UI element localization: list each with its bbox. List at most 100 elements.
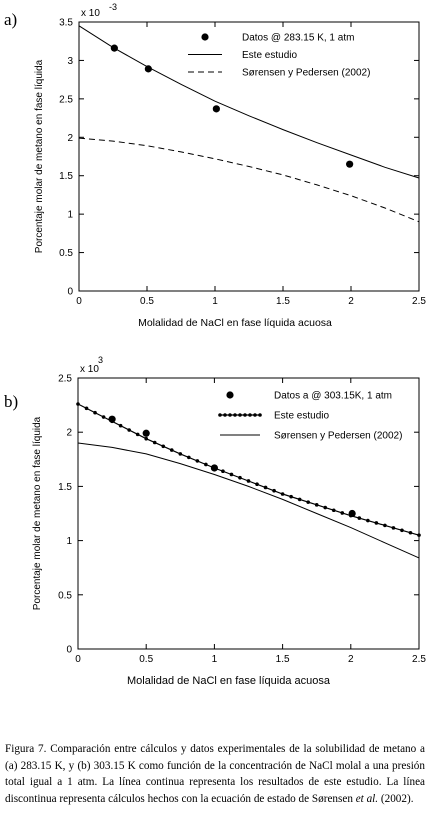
y-tick-label: 2 <box>66 428 72 439</box>
series-marker <box>263 485 268 490</box>
legend-line-marker <box>243 413 247 417</box>
y-tick-label: 1.5 <box>59 171 73 182</box>
x-axis-label: Molalidad de NaCl en fase líquida acuosa <box>127 675 331 687</box>
series-marker <box>400 528 404 533</box>
y-tick-label: 0.5 <box>58 590 72 601</box>
series-marker <box>357 516 362 520</box>
x-tick-label: 2.5 <box>412 654 426 665</box>
plot-frame <box>78 21 420 292</box>
figure-caption: Figura 7. Comparación entre cálculos y d… <box>5 741 425 807</box>
x-tick-label: 2.5 <box>412 296 426 307</box>
legend-line-marker <box>223 413 227 417</box>
y-tick-label: 1.5 <box>58 482 72 493</box>
series-marker <box>306 500 310 504</box>
x-tick-label: 0 <box>76 296 82 307</box>
series-marker <box>238 475 242 480</box>
legend-label: Este estudio <box>242 50 297 61</box>
y-tick-label: 0.5 <box>59 248 73 259</box>
y-tick-label: 1 <box>67 210 73 221</box>
caption-text-1: Figura 7. Comparación entre cálculos y d… <box>5 743 425 805</box>
series-marker <box>297 497 302 502</box>
panel-a-label: a) <box>4 10 18 29</box>
series-marker <box>255 482 259 487</box>
series-marker <box>366 518 370 523</box>
series-marker <box>84 406 89 411</box>
series-marker <box>340 511 345 515</box>
series-marker <box>289 494 293 499</box>
y-tick-label: 0 <box>66 645 72 656</box>
series-marker <box>76 402 80 406</box>
series-marker <box>272 488 276 493</box>
panel-b-label: b) <box>4 392 19 411</box>
legend-label: Datos a @ 303.15K, 1 atm <box>274 391 392 402</box>
y-multiplier: x 10 <box>81 8 100 19</box>
series-marker <box>178 452 183 456</box>
x-tick-label: 2 <box>348 654 354 665</box>
series-marker <box>93 410 97 415</box>
data-point <box>142 429 150 437</box>
series-marker <box>246 479 251 483</box>
series-marker <box>204 462 208 467</box>
legend-line-marker <box>218 413 222 417</box>
x-tick-label: 0.5 <box>140 296 154 307</box>
chart-b: 0 0.5 1 1.5 2 2.5 0 0.5 1 1.5 2 2.5 x 103 Molalidad d… <box>32 355 426 687</box>
x-tick-label: 0 <box>75 654 81 665</box>
series-marker <box>212 466 217 470</box>
series-marker <box>229 472 234 477</box>
x-tick-label: 1.5 <box>276 296 290 307</box>
legend-line-marker <box>233 413 237 417</box>
series-marker <box>314 503 319 507</box>
series-line <box>77 403 420 536</box>
series-line <box>78 25 420 179</box>
y-tick-label: 3 <box>67 56 73 67</box>
y-tick-label: 2 <box>67 133 73 144</box>
data-point <box>144 65 152 73</box>
series-marker <box>127 428 131 432</box>
series-marker <box>169 448 174 452</box>
series-marker <box>383 523 387 528</box>
series-marker <box>110 419 114 424</box>
x-tick-label: 2 <box>348 296 354 307</box>
legend-line-marker <box>238 413 242 417</box>
series-marker <box>195 459 200 463</box>
series-line <box>78 137 420 223</box>
x-tick-label: 1 <box>212 296 218 307</box>
caption-text-2: (2002). <box>378 792 414 805</box>
y-axis-label: Porcentaje molar de metano en fase líqui… <box>32 416 43 610</box>
y-tick-label: 3.5 <box>59 18 73 29</box>
y-multiplier: x 10 <box>80 364 99 375</box>
data-point <box>346 160 354 168</box>
x-tick-label: 1.5 <box>276 654 290 665</box>
data-point <box>212 105 220 113</box>
legend-line-marker <box>248 413 252 417</box>
legend-label: Este estudio <box>274 411 329 422</box>
caption-italic: et al. <box>355 792 379 805</box>
series-marker <box>187 455 191 460</box>
series-marker <box>221 469 225 474</box>
series-marker <box>323 505 328 510</box>
series-marker <box>408 530 413 535</box>
series-marker <box>152 440 157 445</box>
series-marker <box>417 533 421 537</box>
chart-a: 0 0.5 1 1.5 2 2.5 0 0.5 1 1.5 2 2.5 3 3.5 x 10 -3 Molali… <box>34 2 426 329</box>
legend-line-marker <box>253 413 257 417</box>
y-tick-label: 0 <box>67 287 73 298</box>
series-marker <box>280 492 285 496</box>
series-marker <box>144 436 148 441</box>
legend-label: Datos @ 283.15 K, 1 atm <box>242 33 354 44</box>
series-line <box>77 442 420 559</box>
legend-line-marker <box>258 413 262 417</box>
legend-marker <box>226 391 234 399</box>
x-tick-label: 0.5 <box>139 654 153 665</box>
series-marker <box>161 444 166 449</box>
series-marker <box>374 521 379 525</box>
series-marker <box>118 423 123 428</box>
series-marker <box>391 526 396 530</box>
legend-marker <box>201 33 209 41</box>
y-multiplier-exponent: 3 <box>98 355 103 365</box>
series-marker <box>135 432 140 437</box>
y-axis-label: Porcentaje molar de metano en fase líqui… <box>34 59 45 253</box>
series-marker <box>331 508 336 513</box>
legend-label: Sørensen y Pedersen (2002) <box>274 431 402 442</box>
y-tick-label: 2.5 <box>59 94 73 105</box>
